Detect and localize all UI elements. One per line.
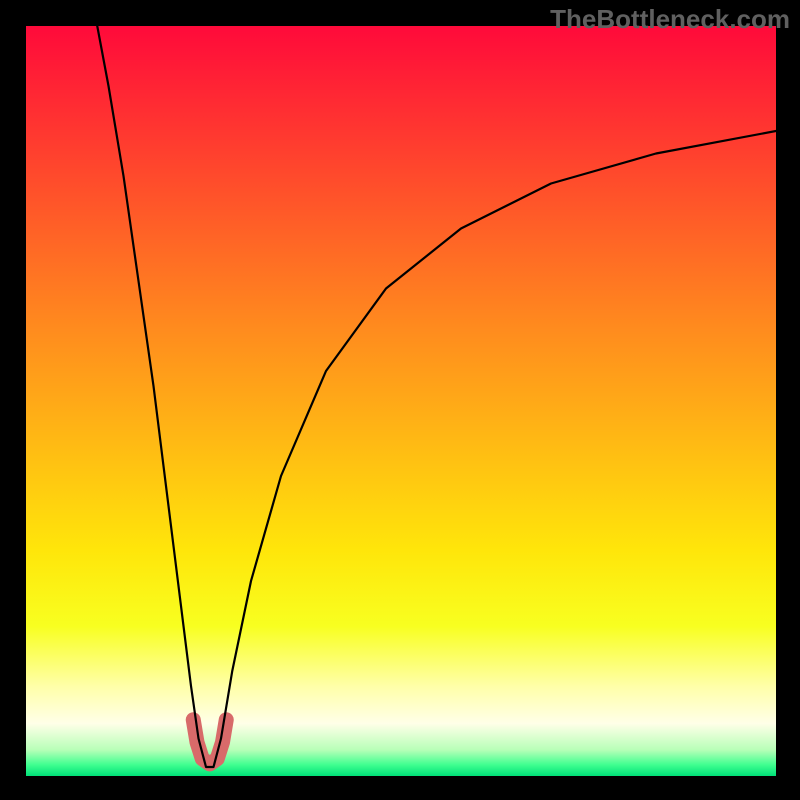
highlight-segment (193, 720, 226, 764)
plot-area (26, 26, 776, 776)
bottleneck-curve (97, 26, 776, 767)
curve-layer (26, 26, 776, 776)
watermark-text: TheBottleneck.com (550, 4, 790, 35)
chart-container: TheBottleneck.com (0, 0, 800, 800)
